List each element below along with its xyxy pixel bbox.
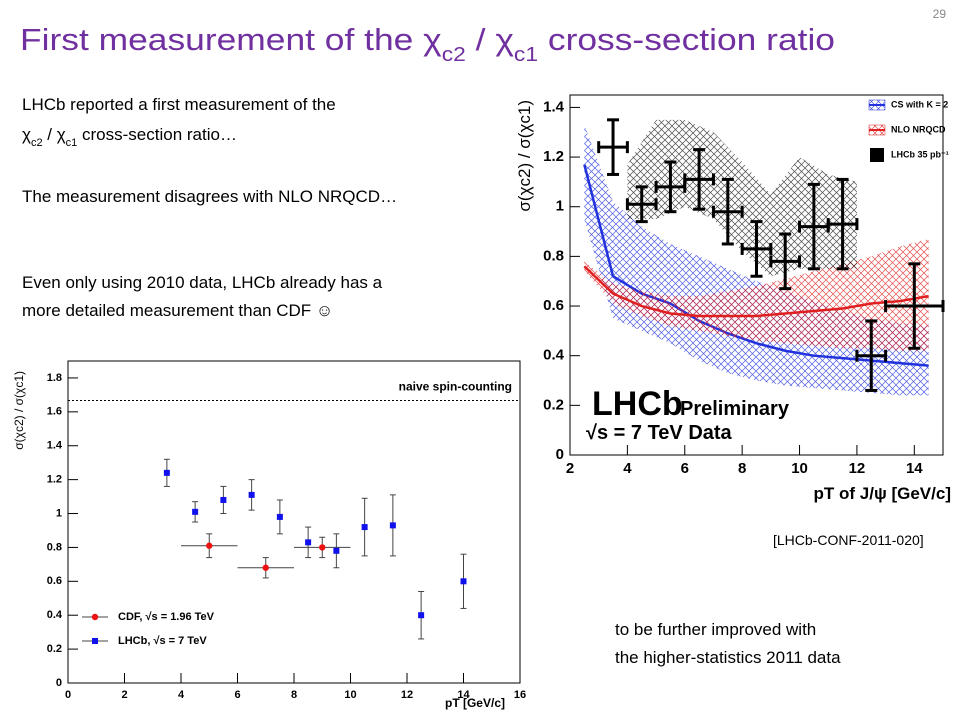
- line: [583, 265, 929, 318]
- annotation: Preliminary: [680, 398, 790, 420]
- text-part: /: [43, 125, 57, 144]
- y-tick-label: 0.2: [47, 643, 62, 655]
- legend-label: CS with K = 2: [891, 99, 948, 109]
- marker: [333, 547, 340, 554]
- y-tick-label: 0.8: [543, 247, 564, 264]
- marker: [248, 491, 255, 498]
- x-tick-label: 16: [514, 689, 526, 701]
- legend-swatch: [91, 613, 99, 621]
- title-part: cross-section ratio: [538, 22, 835, 57]
- x-axis-label: pT [GeV/c]: [445, 696, 505, 710]
- citation: [LHCb-CONF-2011-020]: [773, 532, 924, 548]
- marker: [163, 469, 170, 476]
- y-tick-label: 1.8: [47, 372, 62, 384]
- marker: [206, 542, 213, 549]
- annotation: √s = 7 TeV Data: [586, 422, 733, 444]
- band: [627, 119, 857, 277]
- x-tick-label: 14: [906, 460, 923, 477]
- title-part: χ: [495, 22, 514, 57]
- bullet-text: LHCb reported a first measurement of the: [22, 95, 336, 114]
- marker: [418, 612, 425, 619]
- y-tick-label: 1.2: [543, 148, 564, 165]
- legend-label: LHCb 35 pb⁻¹: [891, 149, 949, 159]
- x-tick-label: 8: [291, 689, 297, 701]
- y-tick-label: 1.2: [47, 474, 62, 486]
- x-tick-label: 8: [738, 460, 746, 477]
- x-tick-label: 6: [681, 460, 689, 477]
- y-tick-label: 1: [56, 507, 62, 519]
- text-part: χ: [57, 125, 66, 144]
- title-part: c2: [442, 44, 466, 66]
- bullet-text: more detailed measurement than CDF ☺: [22, 301, 333, 320]
- x-axis-label: pT of J/ψ [GeV/c]: [814, 484, 952, 503]
- marker: [192, 508, 199, 515]
- legend-swatch: [870, 148, 884, 162]
- text-part: c2: [31, 137, 43, 149]
- y-tick-label: 0.8: [47, 541, 62, 553]
- marker: [276, 513, 283, 520]
- x-tick-label: 4: [623, 460, 632, 477]
- text-part: The measurement disagrees with NLO NRQCD…: [22, 187, 397, 206]
- marker: [361, 524, 368, 531]
- marker: [262, 564, 269, 571]
- x-tick-label: 2: [121, 689, 127, 701]
- annotation: LHCb: [592, 385, 683, 423]
- legend-swatch: [92, 638, 98, 644]
- reference-label: naive spin-counting: [399, 379, 512, 393]
- text-part: χ: [22, 125, 31, 144]
- legend-label: CDF, √s = 1.96 TeV: [118, 611, 215, 623]
- x-tick-label: 6: [234, 689, 240, 701]
- y-tick-label: 0.2: [543, 396, 564, 413]
- y-tick-label: 1.4: [47, 440, 63, 452]
- y-tick-label: 0.4: [47, 609, 63, 621]
- y-tick-label: 1.4: [543, 98, 565, 115]
- x-tick-label: 10: [344, 689, 356, 701]
- text-part: LHCb reported a first measurement of the: [22, 95, 336, 114]
- x-tick-label: 4: [178, 689, 185, 701]
- x-tick-label: 0: [65, 689, 71, 701]
- x-tick-label: 2: [566, 460, 574, 477]
- y-tick-label: 0.6: [543, 297, 564, 314]
- y-tick-label: 1.6: [47, 406, 62, 418]
- marker: [389, 522, 396, 529]
- y-tick-label: 0.4: [543, 347, 565, 364]
- legend-label: NLO NRQCD: [891, 124, 946, 134]
- bullet-text: The measurement disagrees with NLO NRQCD…: [22, 187, 397, 206]
- bullet-text: χc2 / χc1 cross-section ratio…: [22, 125, 237, 149]
- y-axis-label: σ(χc2) / σ(χc1): [12, 371, 26, 450]
- marker: [319, 544, 326, 551]
- y-axis-label: σ(χc2) / σ(χc1): [515, 100, 534, 212]
- note: to be further improved with: [615, 620, 816, 639]
- y-tick-label: 0: [56, 677, 62, 689]
- y-tick-label: 1: [556, 198, 564, 215]
- x-tick-label: 14: [457, 689, 470, 701]
- title-part: c1: [514, 44, 538, 66]
- x-tick-label: 12: [849, 460, 866, 477]
- legend-label: LHCb, √s = 7 TeV: [118, 635, 207, 647]
- y-tick-label: 0.6: [47, 575, 62, 587]
- marker: [220, 496, 227, 503]
- bullet-text: Even only using 2010 data, LHCb already …: [22, 273, 383, 292]
- marker: [305, 539, 312, 546]
- text-part: more detailed measurement than CDF ☺: [22, 301, 333, 320]
- page-number: 29: [933, 7, 947, 21]
- text-part: cross-section ratio…: [77, 125, 237, 144]
- note: the higher-statistics 2011 data: [615, 648, 841, 667]
- slide-title: First measurement of the χ c2 / χ c1 cross…: [20, 22, 835, 66]
- x-tick-label: 10: [791, 460, 808, 477]
- marker: [460, 578, 467, 585]
- text-part: Even only using 2010 data, LHCb already …: [22, 273, 383, 292]
- title-part: First measurement of the: [20, 22, 423, 57]
- text-part: c1: [66, 137, 78, 149]
- x-tick-label: 12: [401, 689, 413, 701]
- y-tick-label: 0: [556, 446, 564, 463]
- title-part: /: [466, 22, 496, 57]
- title-part: χ: [423, 22, 442, 57]
- plot-frame: [569, 94, 944, 456]
